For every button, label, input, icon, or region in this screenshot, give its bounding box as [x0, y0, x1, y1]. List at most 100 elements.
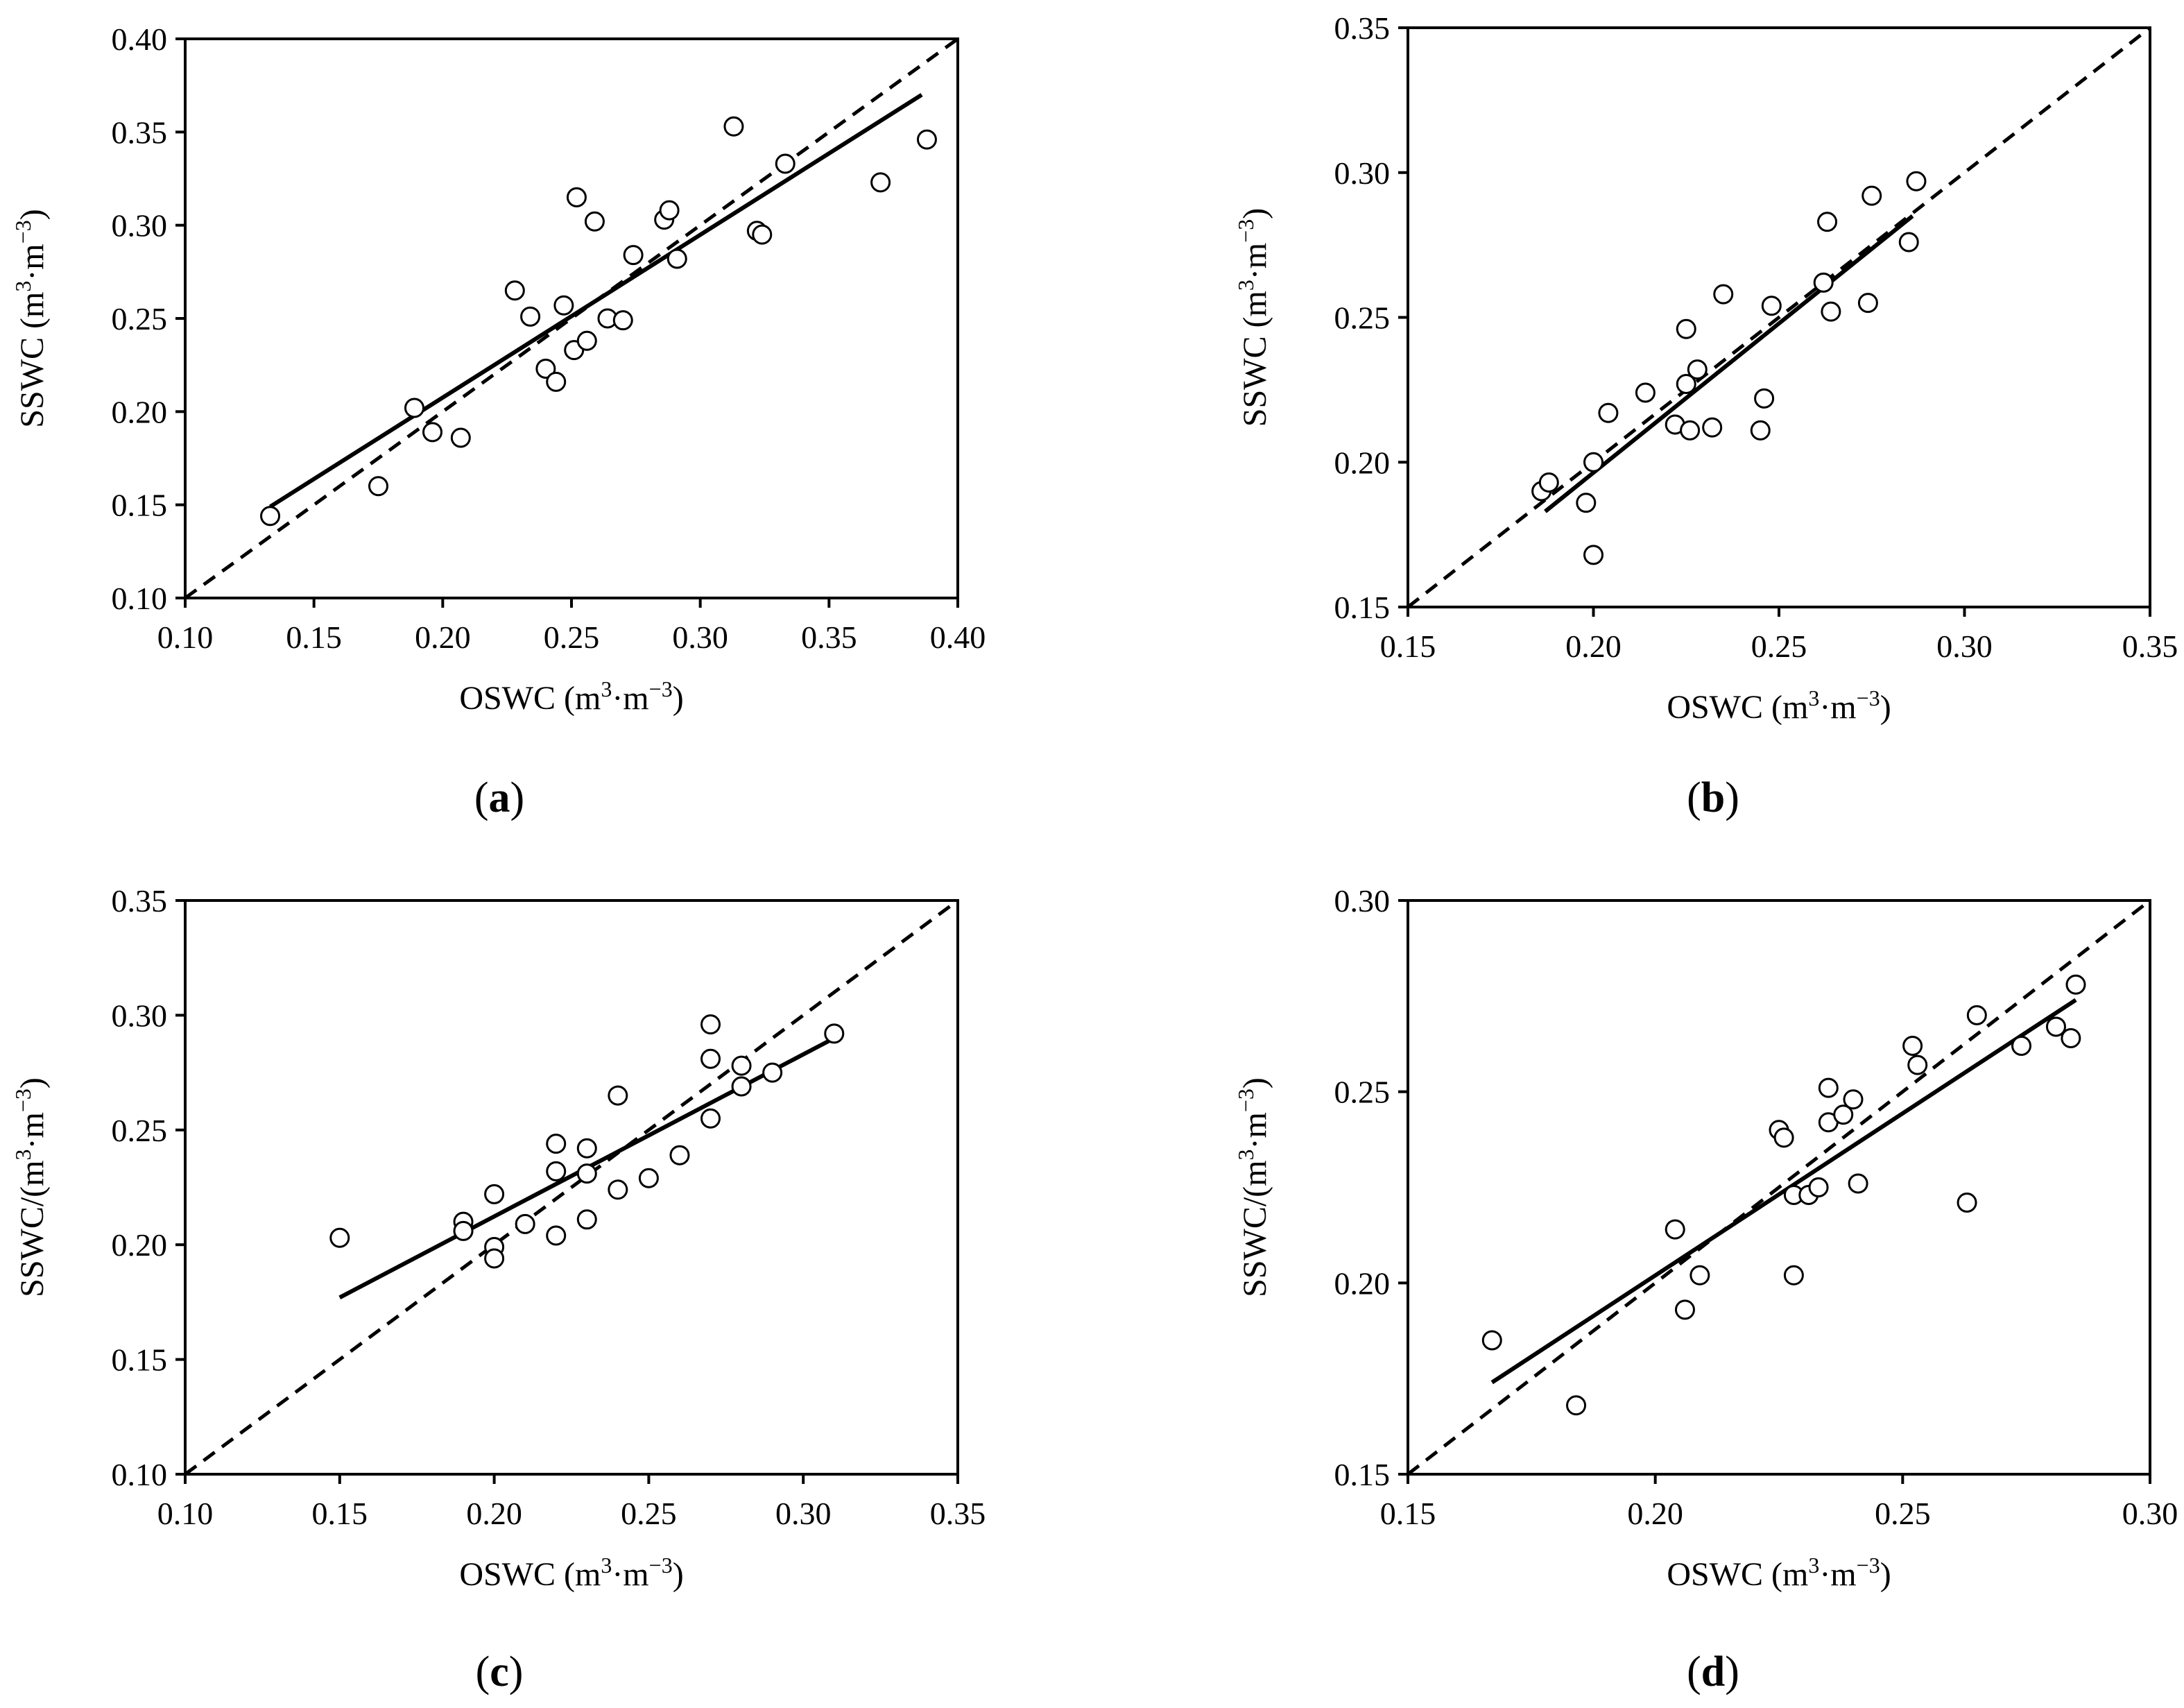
- x-tick-label: 0.30: [1936, 629, 1993, 664]
- x-tick-label: 0.35: [930, 1496, 986, 1531]
- data-point: [576, 1209, 597, 1230]
- x-axis-label: OSWC (m3·m−3): [1667, 685, 1891, 726]
- data-point: [546, 1134, 567, 1154]
- x-tick-label: 0.15: [1380, 1496, 1436, 1531]
- data-point: [453, 1220, 474, 1241]
- data-point: [1481, 1330, 1502, 1351]
- data-point: [623, 245, 644, 266]
- x-tick-label: 0.25: [544, 620, 600, 655]
- data-point: [546, 1225, 567, 1246]
- regression-line: [268, 93, 923, 509]
- y-tick-label: 0.30: [1334, 883, 1391, 919]
- chart-panel-b: 0.15 0.20 0.25 0.30 0.35 0.15 0.20 0.25 0.30 0.35…: [1233, 10, 2178, 821]
- data-point: [731, 1076, 752, 1097]
- data-point: [1783, 1265, 1804, 1286]
- y-tick-label: 0.25: [1334, 300, 1391, 336]
- x-tick-label: 0.30: [672, 620, 728, 655]
- data-point: [824, 1023, 845, 1044]
- regression-line: [1544, 214, 1914, 513]
- data-point: [1635, 382, 1656, 403]
- panel-label-d: (d): [1687, 1648, 1739, 1696]
- y-tick-label: 0.10: [112, 1457, 168, 1492]
- data-point: [1689, 1265, 1710, 1286]
- data-point: [1957, 1193, 1977, 1213]
- x-tick-label: 0.20: [1565, 629, 1622, 664]
- chart-panel-d: 0.15 0.20 0.25 0.30 0.15 0.20 0.25 0.30 OSWC (m3…: [1233, 883, 2178, 1696]
- data-point: [700, 1014, 721, 1035]
- one-to-one-line: [1407, 26, 2151, 608]
- x-tick-label: 0.10: [157, 620, 214, 655]
- data-point: [1598, 402, 1619, 423]
- data-point: [553, 295, 574, 316]
- y-tick-label: 0.30: [112, 998, 168, 1033]
- data-point: [1861, 185, 1882, 206]
- data-point: [2011, 1036, 2032, 1057]
- data-point: [1821, 301, 1841, 322]
- data-point: [566, 187, 587, 207]
- x-tick-label: 0.15: [286, 620, 342, 655]
- data-point: [1857, 293, 1878, 314]
- x-tick-label: 0.25: [621, 1496, 677, 1531]
- data-point: [1898, 232, 1919, 253]
- data-point: [608, 1085, 628, 1106]
- data-point: [1674, 1299, 1695, 1320]
- data-point: [669, 1145, 690, 1165]
- data-point: [916, 129, 937, 150]
- data-point: [1843, 1089, 1864, 1110]
- y-tick-label: 0.35: [112, 883, 168, 919]
- x-tick-label: 0.20: [1627, 1496, 1683, 1531]
- data-point: [667, 248, 687, 269]
- x-tick-label: 0.25: [1875, 1496, 1931, 1531]
- data-point: [752, 224, 773, 245]
- y-tick-label: 0.15: [112, 1342, 168, 1378]
- y-axis-label: SSWC (m3·m−3): [1233, 208, 1273, 427]
- y-tick-label: 0.35: [1334, 10, 1391, 46]
- panel-label-b: (b): [1687, 774, 1739, 821]
- one-to-one-line: [184, 898, 959, 1476]
- data-point: [608, 1179, 628, 1200]
- data-point: [484, 1248, 505, 1269]
- data-point: [422, 422, 442, 443]
- data-point: [2045, 1016, 2066, 1037]
- y-axis-label: SSWC/(m3·m−3): [10, 1077, 51, 1297]
- y-tick-label: 0.10: [112, 581, 168, 616]
- x-tick-label: 0.30: [775, 1496, 832, 1531]
- data-point: [1966, 1005, 1987, 1025]
- data-point: [329, 1227, 350, 1248]
- y-tick-label: 0.20: [1334, 445, 1391, 480]
- data-point: [1848, 1173, 1868, 1194]
- data-point: [368, 476, 388, 497]
- x-tick-label: 0.15: [1380, 629, 1436, 664]
- x-tick-label: 0.20: [466, 1496, 522, 1531]
- data-point: [1676, 374, 1696, 395]
- data-point: [1906, 171, 1927, 191]
- data-point: [612, 310, 633, 331]
- data-point: [1902, 1036, 1923, 1057]
- data-point: [504, 280, 525, 301]
- data-point: [1583, 545, 1603, 565]
- data-point: [1761, 296, 1782, 316]
- data-point: [1773, 1127, 1794, 1148]
- data-point: [1665, 1219, 1685, 1240]
- chart-panel-a: 0.10 0.15 0.20 0.25 0.30 0.35 0.40 0.10 0.15 0.20…: [10, 22, 986, 821]
- y-axis-label: SSWC (m3·m−3): [10, 209, 51, 427]
- data-point: [762, 1062, 783, 1083]
- data-point: [2065, 974, 2086, 995]
- data-point: [484, 1184, 505, 1204]
- x-tick-label: 0.25: [1751, 629, 1807, 664]
- y-tick-label: 0.25: [112, 301, 168, 336]
- data-point: [731, 1055, 752, 1076]
- data-point: [520, 306, 541, 327]
- y-tick-label: 0.15: [112, 488, 168, 523]
- data-point: [659, 200, 680, 221]
- data-point: [723, 116, 744, 137]
- one-to-one-line: [1407, 899, 2151, 1476]
- data-point: [1583, 452, 1603, 472]
- data-point: [1680, 420, 1701, 441]
- data-point: [576, 1163, 597, 1184]
- y-tick-label: 0.35: [112, 114, 168, 150]
- data-point: [700, 1108, 721, 1129]
- data-point: [775, 153, 796, 174]
- x-tick-label: 0.10: [157, 1496, 214, 1531]
